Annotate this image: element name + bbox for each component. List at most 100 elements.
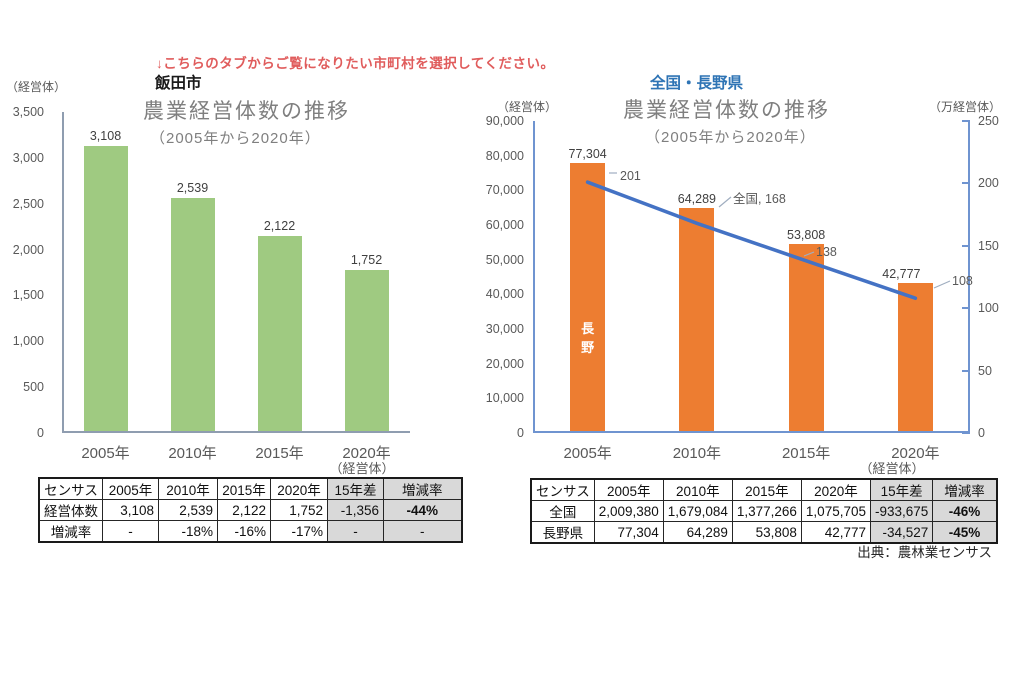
table-cell: 64,289 xyxy=(662,521,733,544)
nagano-series-label: 長 野 xyxy=(581,321,595,355)
line-point-label: 108 xyxy=(952,274,973,288)
table-header-cell: 15年差 xyxy=(327,477,384,500)
bar-value-label: 77,304 xyxy=(568,147,607,161)
table-cell: 1,075,705 xyxy=(800,500,871,522)
table-row-label: 長野県 xyxy=(530,521,595,544)
table-header-cell: 15年差 xyxy=(869,478,934,501)
table-row-label: 経営体数 xyxy=(38,499,103,521)
iida-y-axis-unit-label: （経営体） xyxy=(6,80,67,94)
table-cell: -16% xyxy=(217,520,271,543)
y-tick-label: 2,500 xyxy=(12,196,44,211)
table-header-cell: 2015年 xyxy=(731,478,802,501)
table-header-cell: 2005年 xyxy=(593,478,664,501)
left-y-tick-label: 30,000 xyxy=(485,322,524,336)
left-y-tick-label: 50,000 xyxy=(485,252,524,267)
table-header-cell: 2015年 xyxy=(217,477,271,500)
right-y-tick-label: 200 xyxy=(978,176,999,191)
national-x-axis-unit-label: （経営体） xyxy=(859,461,925,476)
iida-bar-chart-plot xyxy=(62,112,410,433)
x-tick-label: 2020年 xyxy=(342,445,391,462)
table-cell: -1,356 xyxy=(327,499,384,521)
national-chart-subtitle: （2005年から2020年） xyxy=(645,129,816,146)
table-cell: -44% xyxy=(383,499,462,521)
table-cell: - xyxy=(102,520,159,543)
table-cell: 1,377,266 xyxy=(731,500,802,522)
bar-value-label: 42,777 xyxy=(882,266,921,281)
table-row-label: 全国 xyxy=(530,500,595,522)
table-cell: 53,808 xyxy=(731,521,802,544)
y-tick-label: 3,500 xyxy=(12,105,44,119)
bar-value-label: 3,108 xyxy=(89,128,122,143)
table-cell: - xyxy=(383,520,462,543)
table-header-cell: センサス xyxy=(38,477,103,500)
x-tick-label: 2020年 xyxy=(891,445,940,462)
left-y-tick-label: 10,000 xyxy=(485,391,524,406)
right-axis-tick xyxy=(962,120,970,122)
table-cell: 77,304 xyxy=(593,521,664,544)
x-tick-label: 2015年 xyxy=(781,445,831,462)
table-header-cell: 2020年 xyxy=(800,478,871,501)
left-y-tick-label: 40,000 xyxy=(485,287,524,302)
table-cell: 2,009,380 xyxy=(593,500,664,522)
x-tick-label: 2005年 xyxy=(81,445,130,462)
nagano-bar-2005年 xyxy=(83,145,128,431)
x-tick-label: 2005年 xyxy=(563,445,612,462)
left-y-tick-label: 70,000 xyxy=(485,183,524,198)
nagano-bar-2020年 xyxy=(897,282,933,431)
table-cell: -45% xyxy=(932,521,998,544)
right-y-tick-label: 0 xyxy=(978,426,985,440)
right-y-tick-label: 50 xyxy=(978,363,992,378)
right-y-tick-label: 150 xyxy=(978,238,999,253)
left-y-tick-label: 80,000 xyxy=(485,148,524,163)
iida-chart-subtitle: （2005年から2020年） xyxy=(150,130,321,147)
table-cell: 3,108 xyxy=(102,499,159,521)
right-axis-tick xyxy=(962,307,970,310)
nagano-bar-2010年 xyxy=(170,198,215,431)
bar-value-label: 64,289 xyxy=(677,192,716,207)
national-left-axis-unit-label: （経営体） xyxy=(497,100,558,114)
table-row-label: 増減率 xyxy=(38,520,103,543)
national-chart-title: 農業経営体数の推移 xyxy=(623,99,830,122)
right-axis-tick xyxy=(962,244,970,247)
nagano-bar-2020年 xyxy=(344,270,389,431)
table-cell: -34,527 xyxy=(869,521,934,544)
left-y-tick-label: 0 xyxy=(517,426,524,440)
table-cell: -18% xyxy=(158,520,218,543)
y-tick-label: 3,000 xyxy=(12,150,44,165)
y-tick-label: 1,000 xyxy=(12,334,44,349)
table-header-cell: 増減率 xyxy=(932,478,998,501)
bar-value-label: 2,122 xyxy=(263,219,296,234)
table-cell: -933,675 xyxy=(869,500,934,522)
left-y-tick-label: 90,000 xyxy=(485,114,524,128)
iida-x-axis-unit-label: （経営体） xyxy=(329,461,395,476)
right-y-tick-label: 100 xyxy=(978,301,999,316)
y-tick-label: 500 xyxy=(23,380,44,395)
table-cell: -46% xyxy=(932,500,998,522)
y-tick-label: 1,500 xyxy=(12,288,44,303)
table-cell: 1,752 xyxy=(270,499,328,521)
line-point-label: 全国, 168 xyxy=(733,192,786,206)
right-axis-tick xyxy=(962,432,970,434)
table-cell: 42,777 xyxy=(800,521,871,544)
nagano-bar-2015年 xyxy=(788,244,824,431)
tab-select-note: ↓こちらのタブからご覧になりたい市町村を選択してください。 xyxy=(156,56,555,71)
right-axis-tick xyxy=(962,369,970,372)
iida-region-label: 飯田市 xyxy=(155,75,202,92)
table-header-cell: 2020年 xyxy=(270,477,328,500)
table-cell: - xyxy=(327,520,384,543)
right-y-tick-label: 250 xyxy=(978,114,999,128)
table-header-cell: 2010年 xyxy=(662,478,733,501)
national-right-axis-unit-label: （万経営体） xyxy=(929,100,1002,114)
table-cell: 1,679,084 xyxy=(662,500,733,522)
nagano-bar-2015年 xyxy=(257,236,302,431)
line-point-label: 138 xyxy=(816,245,837,259)
right-axis-tick xyxy=(962,182,970,185)
bar-value-label: 2,539 xyxy=(176,181,209,196)
national-region-label: 全国・長野県 xyxy=(650,75,744,92)
table-header-cell: 2005年 xyxy=(102,477,159,500)
national-data-table: センサス 2005年 2010年 2015年 2020年 15年差 増減率 全国 2,009,3… xyxy=(530,478,998,544)
y-tick-label: 0 xyxy=(37,426,44,440)
table-cell: 2,122 xyxy=(217,499,271,521)
y-tick-label: 2,000 xyxy=(12,242,44,257)
iida-data-table: センサス 2005年 2010年 2015年 2020年 15年差 増減率 経営体数 3,108… xyxy=(38,477,463,543)
